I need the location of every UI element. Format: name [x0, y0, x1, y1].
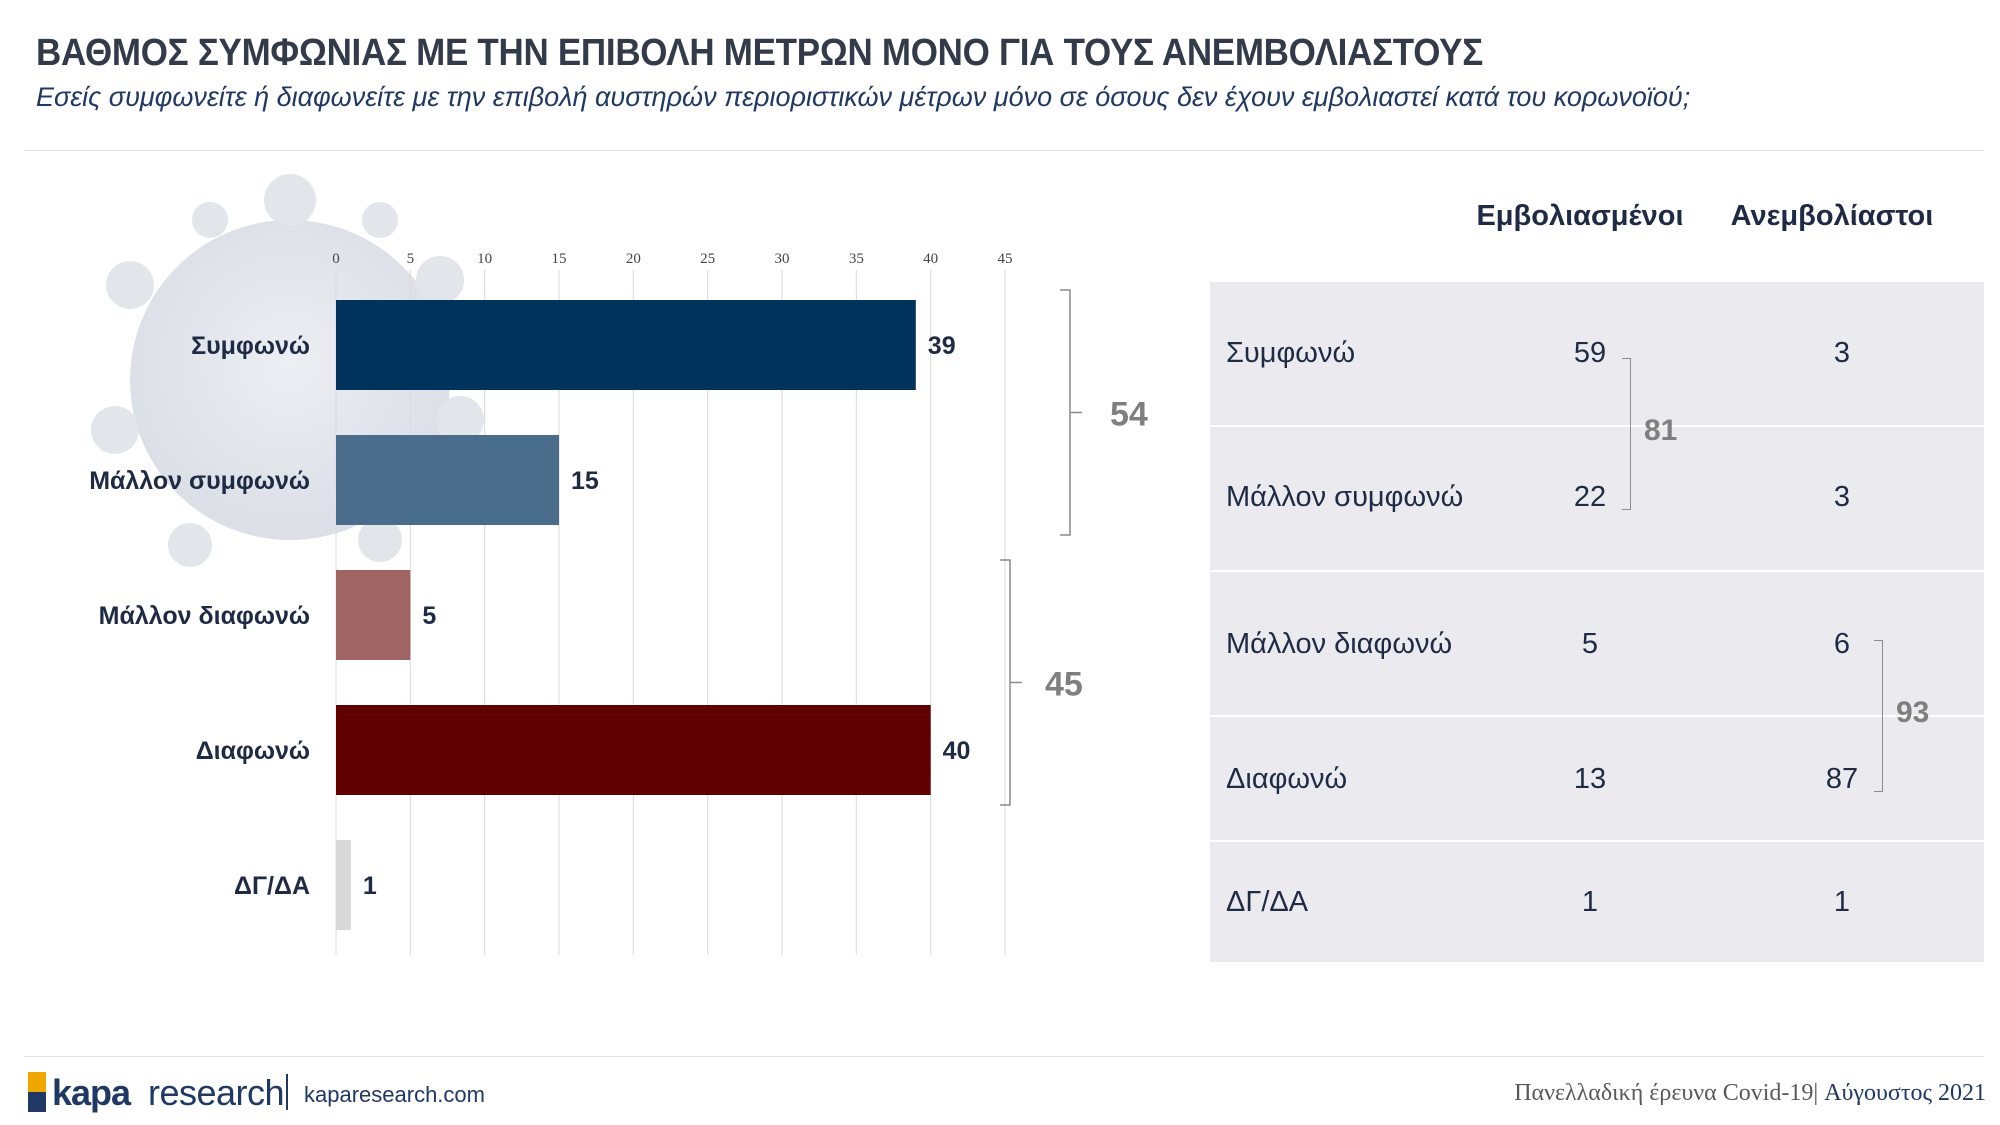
row-label: Μάλλον συμφωνώ — [1226, 481, 1464, 513]
logo-separator — [286, 1074, 288, 1110]
x-tick-label: 10 — [477, 251, 492, 267]
table-row: Μάλλον διαφωνώ 5 6 — [1210, 572, 1984, 717]
group-brace — [1000, 559, 1022, 806]
x-tick-label: 25 — [700, 251, 715, 267]
survey-name: Πανελλαδική έρευνα Covid-19 — [1514, 1080, 1814, 1106]
table-header-vaccinated: Εμβολιασμένοι — [1476, 200, 1684, 232]
group-brace — [1060, 289, 1082, 536]
table-row: ΔΓ/ΔΑ 1 1 — [1210, 842, 1984, 962]
table-row: Διαφωνώ 13 87 — [1210, 717, 1984, 842]
x-tick-label: 35 — [849, 251, 864, 267]
x-tick-label: 20 — [626, 251, 641, 267]
x-tick-label: 45 — [998, 251, 1013, 267]
vaccinated-value: 5 — [1581, 628, 1599, 660]
group-total-label: 54 — [1110, 396, 1148, 434]
row-label: Μάλλον διαφωνώ — [1226, 628, 1453, 660]
data-label: 15 — [571, 467, 599, 495]
vaccinated-value: 13 — [1573, 763, 1607, 795]
page-title: ΒΑΘΜΟΣ ΣΥΜΦΩΝΙΑΣ ΜΕ ΤΗΝ ΕΠΙΒΟΛΗ ΜΕΤΡΩΝ Μ… — [36, 32, 1483, 74]
footer-separator: | — [1813, 1080, 1825, 1106]
row-label: ΔΓ/ΔΑ — [1226, 886, 1309, 918]
comparison-table: Συμφωνώ 59 3 Μάλλον συμφωνώ 22 3 Μάλλον … — [1210, 282, 1984, 962]
x-tick-label: 0 — [332, 251, 340, 267]
table-header-unvaccinated: Ανεμβολίαστοι — [1730, 200, 1934, 232]
page-subtitle: Εσείς συμφωνείτε ή διαφωνείτε με την επι… — [36, 82, 1691, 112]
x-tick-label: 30 — [775, 251, 790, 267]
data-label: 5 — [422, 602, 436, 630]
survey-date: Αύγουστος 2021 — [1824, 1080, 1986, 1106]
vaccinated-value: 22 — [1573, 481, 1607, 513]
x-tick-label: 15 — [552, 251, 567, 267]
unvaccinated-disagree-total: 93 — [1896, 696, 1930, 729]
unvaccinated-value: 1 — [1833, 886, 1851, 918]
x-tick-label: 40 — [923, 251, 938, 267]
website-link[interactable]: kaparesearch.com — [304, 1082, 485, 1107]
vaccinated-agree-total: 81 — [1644, 414, 1678, 447]
data-label: 39 — [928, 332, 956, 360]
logo-kapa-text: kapa — [52, 1072, 131, 1113]
bar — [336, 705, 931, 795]
unvaccinated-disagree-brace — [1874, 640, 1883, 792]
bar — [336, 435, 559, 525]
unvaccinated-value: 6 — [1833, 628, 1851, 660]
category-label: Συμφωνώ — [191, 332, 310, 360]
bar — [336, 570, 411, 660]
vaccinated-value: 59 — [1573, 337, 1607, 369]
row-label: Διαφωνώ — [1226, 763, 1348, 795]
unvaccinated-value: 3 — [1833, 337, 1851, 369]
bar — [336, 840, 351, 930]
category-label: Μάλλον συμφωνώ — [89, 467, 310, 495]
data-label: 1 — [363, 872, 377, 900]
logo-mark-icon — [28, 1072, 46, 1112]
vaccinated-value: 1 — [1581, 886, 1599, 918]
data-label: 40 — [943, 737, 971, 765]
table-row: Μάλλον συμφωνώ 22 3 — [1210, 427, 1984, 572]
unvaccinated-value: 87 — [1825, 763, 1859, 795]
row-label: Συμφωνώ — [1226, 337, 1356, 369]
category-label: Διαφωνώ — [196, 737, 310, 765]
top-divider — [24, 150, 1984, 151]
category-label: Μάλλον διαφωνώ — [99, 602, 310, 630]
vaccinated-agree-brace — [1622, 358, 1631, 510]
bottom-divider — [24, 1056, 1984, 1057]
table-row: Συμφωνώ 59 3 — [1210, 282, 1984, 427]
x-tick-label: 5 — [407, 251, 415, 267]
logo-research-text: research — [148, 1072, 285, 1113]
footer-survey-info: Πανελλαδική έρευνα Covid-19| Αύγουστος 2… — [1514, 1080, 1986, 1107]
unvaccinated-value: 3 — [1833, 481, 1851, 513]
bar — [336, 300, 916, 390]
category-label: ΔΓ/ΔΑ — [234, 872, 310, 900]
group-total-label: 45 — [1045, 666, 1083, 704]
